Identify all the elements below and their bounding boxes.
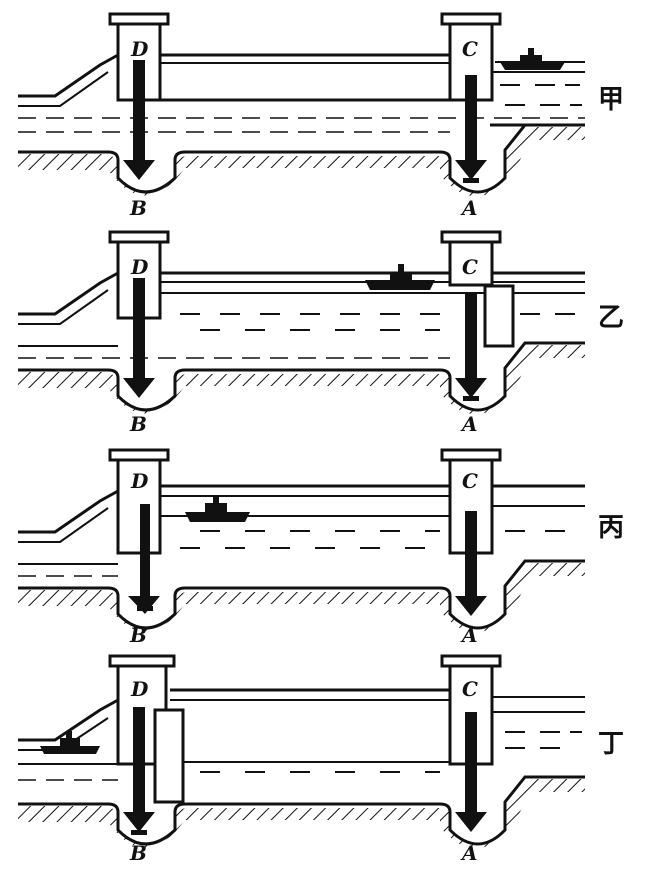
label-d: D (130, 677, 149, 701)
label-c: C (462, 255, 478, 279)
ship-icon (40, 731, 100, 754)
label-c: C (462, 677, 478, 701)
panel-ding: D C B A 丁 (18, 654, 624, 865)
panel-bing: D C B A 丙 (18, 448, 624, 647)
label-d: D (130, 37, 149, 61)
label-a: A (460, 841, 478, 865)
label-a: A (460, 412, 478, 436)
ship-icon (365, 264, 435, 290)
panel-label: 丙 (598, 513, 624, 543)
label-a: A (460, 196, 478, 220)
label-d: D (130, 255, 149, 279)
label-b: B (129, 841, 147, 865)
ship-icon (500, 48, 565, 70)
label-c: C (462, 469, 478, 493)
panel-yi: D C B A 乙 (18, 230, 624, 436)
ground-hatch (18, 127, 585, 197)
label-d: D (130, 469, 149, 493)
panel-label: 丁 (598, 729, 624, 759)
panel-jia: D C B A 甲 (18, 12, 624, 220)
panel-label: 乙 (598, 303, 624, 333)
ship-icon (185, 496, 250, 522)
label-b: B (129, 196, 147, 220)
label-b: B (129, 412, 147, 436)
panel-label: 甲 (598, 85, 624, 115)
label-c: C (462, 37, 478, 61)
label-b: B (129, 623, 147, 647)
label-a: A (460, 623, 478, 647)
